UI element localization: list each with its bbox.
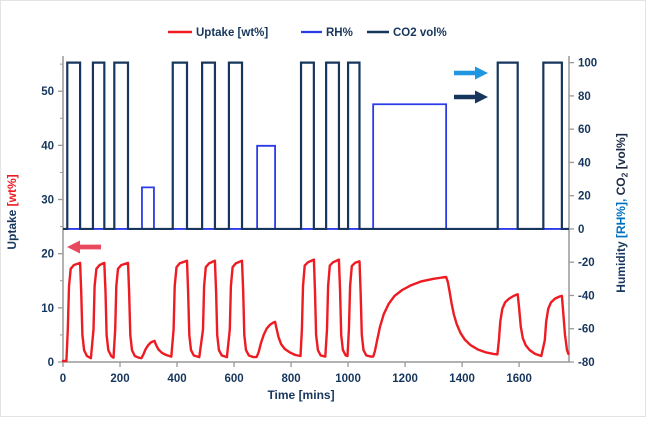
right-axis-title: Humidity [RH%], CO2 [vol%] xyxy=(614,133,630,292)
x-tick-label: 800 xyxy=(281,373,300,385)
left-tick-label: 30 xyxy=(41,195,54,207)
left-axis-title: Uptake [wt%] xyxy=(5,174,19,249)
rh-right-arrow-icon xyxy=(454,66,488,80)
left-tick-label: 10 xyxy=(41,303,54,315)
right-axis-title-vol: [vol%] xyxy=(614,133,628,172)
x-tick-label: 1000 xyxy=(335,373,361,385)
right-tick-label: 100 xyxy=(578,58,597,70)
axes: 0 200 400 600 800 1000 1200 1400 160001020304050… xyxy=(41,56,597,385)
right-tick-label: -40 xyxy=(578,290,595,302)
right-tick-label: -60 xyxy=(578,324,595,336)
right-tick-label: -80 xyxy=(578,357,595,369)
co2-right-arrow-icon xyxy=(454,90,488,104)
legend: Uptake [wt%] RH% CO2 vol% xyxy=(168,27,447,39)
right-tick-label: 20 xyxy=(578,191,591,203)
uptake-left-arrow-icon xyxy=(67,240,101,254)
rh-series-line xyxy=(63,103,569,230)
x-tick-label: 1400 xyxy=(449,373,475,385)
right-tick-label: -20 xyxy=(578,257,595,269)
x-tick-label: 1200 xyxy=(392,373,418,385)
left-axis-title-unit: [wt%] xyxy=(5,174,19,206)
series xyxy=(61,61,570,363)
left-axis-title-name: Uptake xyxy=(5,206,19,249)
left-tick-label: 50 xyxy=(41,86,54,98)
x-tick-label: 400 xyxy=(167,373,186,385)
right-axis-title-humidity: Humidity xyxy=(614,238,628,293)
left-tick-label: 0 xyxy=(48,357,54,369)
right-tick-label: 80 xyxy=(578,91,591,103)
right-tick-label: 60 xyxy=(578,124,591,136)
x-tick-label: 600 xyxy=(224,373,243,385)
x-tick-label: 0 xyxy=(60,373,66,385)
uptake-series-line xyxy=(61,258,570,363)
left-tick-label: 20 xyxy=(41,249,54,261)
right-axis-title-co: CO xyxy=(614,177,628,195)
x-tick-label: 200 xyxy=(110,373,129,385)
x-axis-title: Time [mins] xyxy=(267,388,334,402)
left-tick-label: 40 xyxy=(41,140,54,152)
right-axis-title-rh: [RH%], xyxy=(614,195,628,238)
legend-label-co2: CO2 vol% xyxy=(393,27,447,39)
x-tick-label: 1600 xyxy=(506,373,532,385)
legend-label-uptake: Uptake [wt%] xyxy=(196,27,268,39)
right-tick-label: 40 xyxy=(578,157,591,169)
right-tick-label: 0 xyxy=(578,224,584,236)
legend-label-rh: RH% xyxy=(326,27,353,39)
co2-series-line xyxy=(63,61,569,231)
right-axis-title-co-subscript: 2 xyxy=(620,172,630,177)
